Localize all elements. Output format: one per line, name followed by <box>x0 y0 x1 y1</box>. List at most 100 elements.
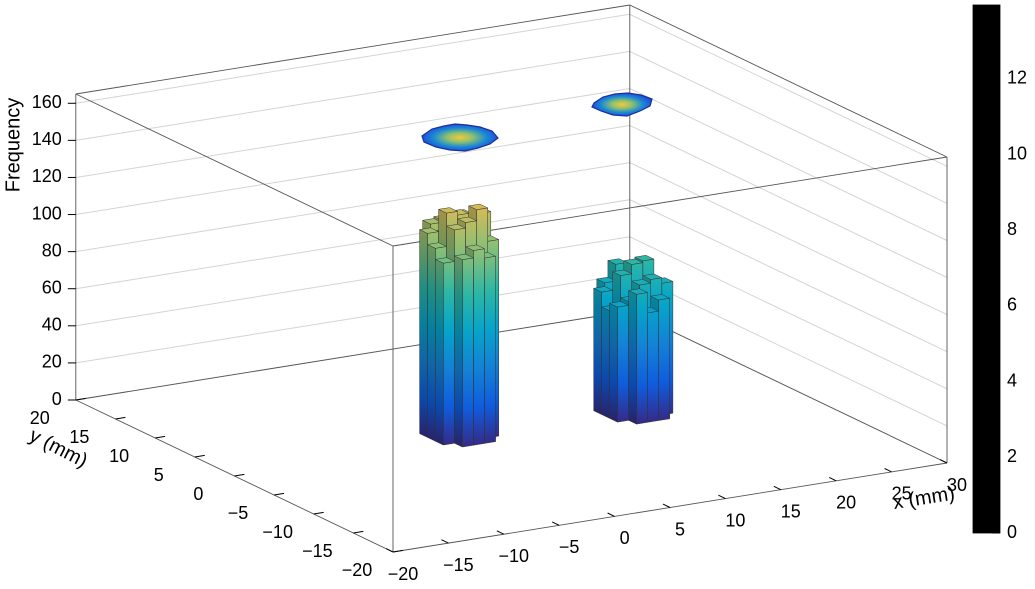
frame-edge <box>75 310 630 401</box>
y-tick <box>313 511 324 515</box>
z-tick-label: 100 <box>32 203 62 223</box>
bar-top <box>641 273 663 280</box>
x-tick-label: 10 <box>725 510 745 530</box>
bar-top <box>611 269 633 276</box>
bar-side <box>454 255 463 448</box>
x-tick <box>884 468 892 473</box>
axes: 020406080100120140160−20−15−10−505101520… <box>30 92 967 584</box>
bar-top <box>453 253 475 260</box>
bar-top <box>467 203 489 210</box>
y-tick <box>273 492 285 496</box>
bar-top <box>608 301 630 308</box>
frame-edge <box>75 93 394 247</box>
grid-line <box>75 50 948 204</box>
y-tick <box>353 530 364 534</box>
y-tick <box>115 416 126 420</box>
grid-line <box>75 87 948 241</box>
y-tick-label: 15 <box>69 427 89 447</box>
grid-line <box>75 162 948 316</box>
bar-front <box>484 255 496 444</box>
y-tick-label: −10 <box>262 522 293 542</box>
bar-top <box>595 276 617 284</box>
bar-top <box>607 258 628 265</box>
x-tick-label: 20 <box>836 493 856 513</box>
bar-top <box>456 216 478 223</box>
colorbar-tick-label: 10 <box>1007 143 1027 163</box>
x-tick-label: −10 <box>499 546 530 566</box>
y-tick-label: −15 <box>302 541 333 561</box>
y-tick-label: 20 <box>30 408 50 428</box>
x-tick-label: 0 <box>620 528 630 548</box>
z-tick-label: 140 <box>32 129 62 149</box>
y-tick-label: −5 <box>228 503 249 523</box>
x-tick <box>607 512 615 517</box>
contour-projection <box>421 123 499 152</box>
y-tick <box>75 397 86 401</box>
colorbar-scale <box>972 4 1001 534</box>
x-tick <box>939 459 948 464</box>
grid-line <box>75 13 948 167</box>
bar <box>453 253 475 448</box>
bar-top <box>634 255 655 262</box>
frame-edge <box>75 4 630 95</box>
bar-top <box>434 257 456 264</box>
x-tick-label: −20 <box>388 564 419 584</box>
y-tick <box>392 549 404 553</box>
grid-line <box>75 236 948 390</box>
z-tick-label: 0 <box>52 389 62 409</box>
bar-top <box>649 294 671 301</box>
frame-edge <box>629 310 948 464</box>
bar-top <box>592 286 614 293</box>
x-tick <box>385 548 394 553</box>
z-tick-label: 160 <box>32 92 62 112</box>
bar-top <box>630 279 652 286</box>
x-tick <box>773 485 782 491</box>
x-tick <box>828 476 837 482</box>
y-tick-label: 5 <box>154 465 164 485</box>
bar-front <box>658 297 670 421</box>
bar-top <box>445 224 467 231</box>
y-tick <box>234 473 245 477</box>
bar-top <box>622 258 644 265</box>
bar-top <box>627 288 649 295</box>
x-tick-label: 25 <box>892 484 912 504</box>
bars <box>418 203 674 448</box>
bar-top <box>421 218 443 225</box>
bar-front <box>443 261 455 446</box>
contour-projection <box>591 92 653 117</box>
x-tick <box>496 530 505 535</box>
frame-edge <box>629 4 948 158</box>
x-tick <box>662 503 671 508</box>
bar-side <box>427 244 436 442</box>
colorbar-tick-label: 2 <box>1007 446 1017 466</box>
bar-side <box>601 306 610 419</box>
bar-side <box>609 302 618 423</box>
bar-front <box>636 292 648 425</box>
colorbar-tick-label: 12 <box>1007 68 1027 88</box>
x-tick-label: 15 <box>781 501 801 521</box>
bar <box>627 288 649 425</box>
x-tick <box>551 521 560 526</box>
z-tick-label: 120 <box>32 166 62 186</box>
bar-side <box>628 290 637 425</box>
y-tick-label: 10 <box>109 446 129 466</box>
bar-top <box>418 227 440 234</box>
grid-line <box>75 199 948 353</box>
colorbar-tick-label: 0 <box>1007 522 1017 542</box>
z-tick-label: 60 <box>42 277 62 297</box>
bar <box>608 301 630 423</box>
bar-front <box>473 248 485 446</box>
y-tick-label: 0 <box>193 484 203 504</box>
bar-top <box>464 244 486 251</box>
bar <box>434 257 456 446</box>
y-tick-label: −20 <box>342 560 373 580</box>
colorbar-tick-label: 6 <box>1007 295 1017 315</box>
bar-side <box>593 287 602 415</box>
bar-front <box>462 257 474 448</box>
x-tick-label: −15 <box>443 555 474 575</box>
grid-line <box>75 124 948 278</box>
bar-top <box>426 242 448 249</box>
frame <box>75 4 948 553</box>
